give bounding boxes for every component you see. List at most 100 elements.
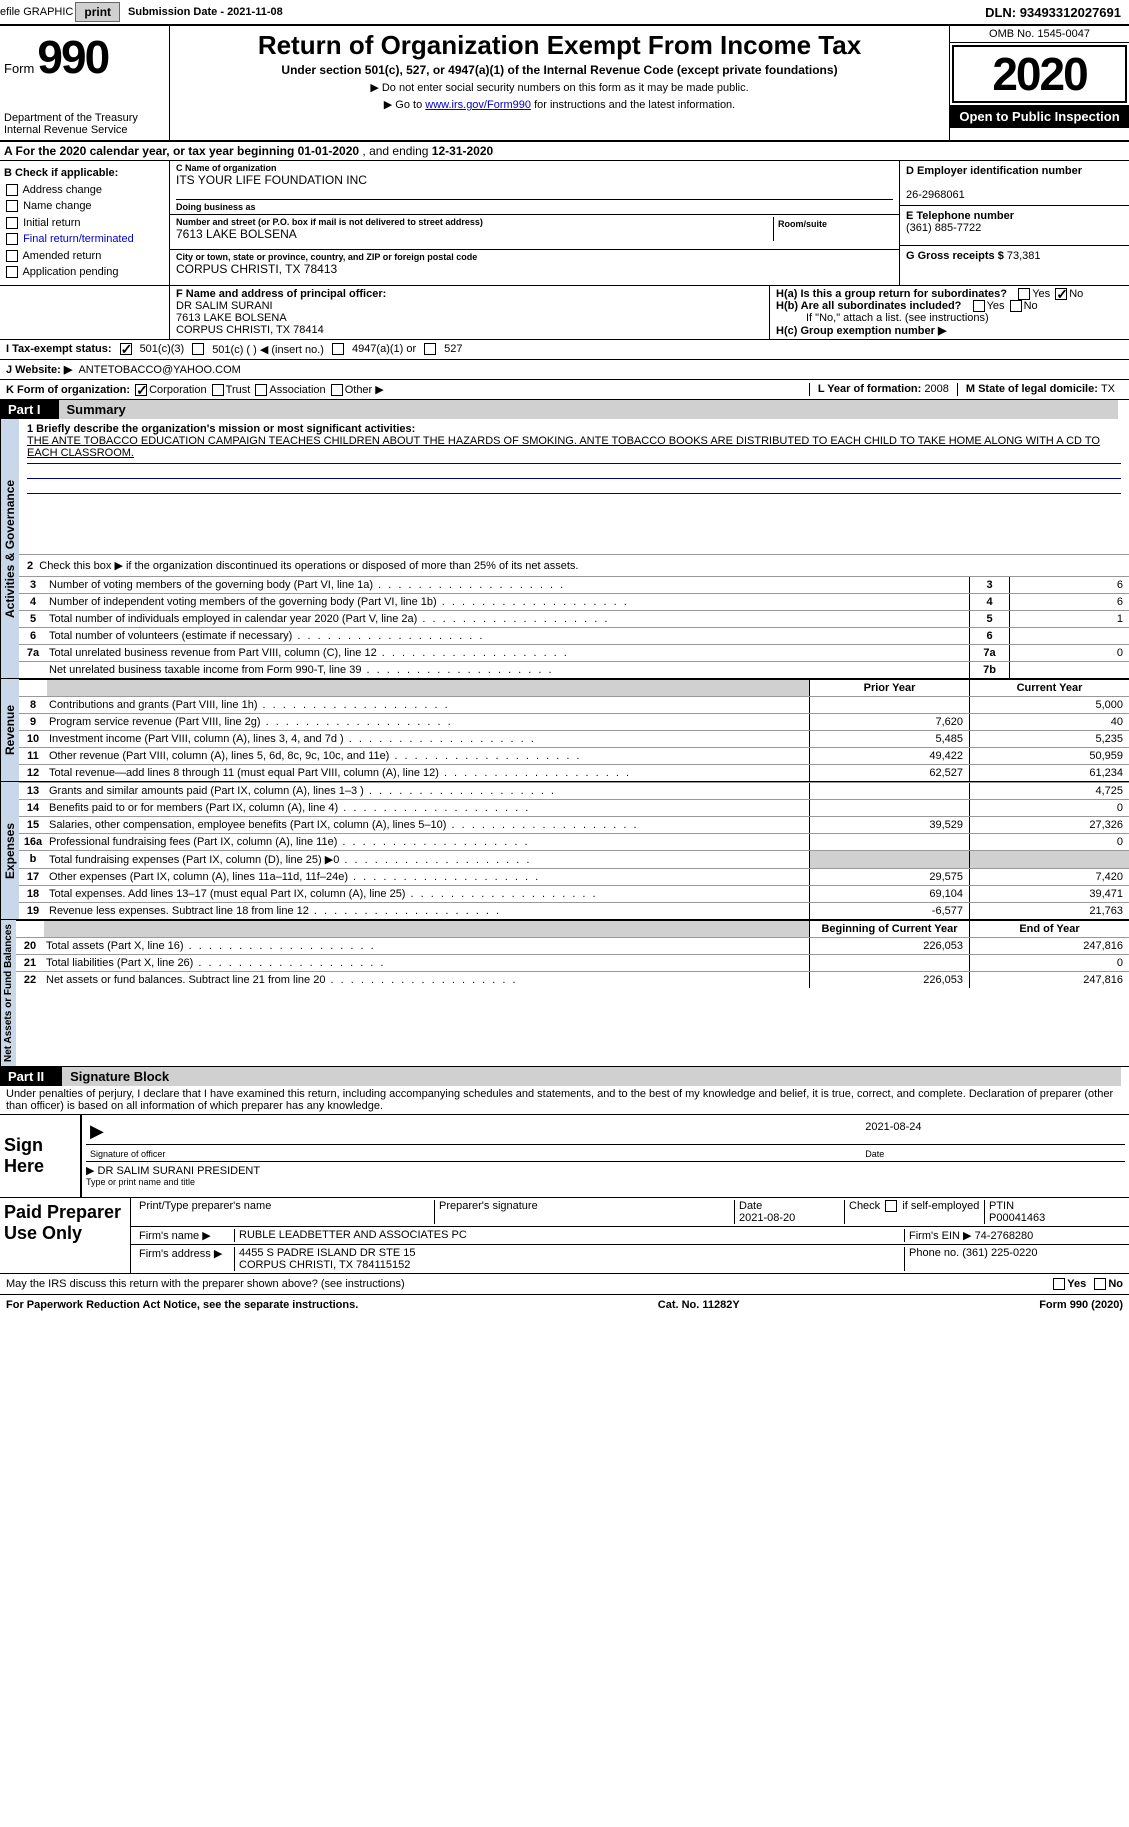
checkbox-ha-yes[interactable] xyxy=(1018,288,1030,300)
firm-name: RUBLE LEADBETTER AND ASSOCIATES PC xyxy=(235,1229,905,1242)
checkbox-4947[interactable] xyxy=(332,343,344,355)
gov-line: 4Number of independent voting members of… xyxy=(19,593,1129,610)
firm-ein: 74-2768280 xyxy=(975,1230,1034,1242)
checkbox-app-pending[interactable] xyxy=(6,266,18,278)
form-note2: ▶ Go to www.irs.gov/Form990 for instruct… xyxy=(178,98,941,111)
net-header: Beginning of Current Year End of Year xyxy=(16,920,1129,937)
form-number: 990 xyxy=(37,31,108,83)
irs-label: Internal Revenue Service xyxy=(4,124,165,136)
section-k: K Form of organization: Corporation Trus… xyxy=(6,383,809,396)
section-j: J Website: ▶ ANTETOBACCO@YAHOO.COM xyxy=(0,360,1129,380)
checkbox-self-employed[interactable] xyxy=(885,1200,897,1212)
org-name-cell: C Name of organization ITS YOUR LIFE FOU… xyxy=(170,161,899,215)
header-center: Return of Organization Exempt From Incom… xyxy=(170,26,949,140)
gross-receipts: 73,381 xyxy=(1007,250,1041,262)
rev-label: Revenue xyxy=(0,679,19,781)
tax-year: 2020 xyxy=(952,45,1127,103)
checkbox-501c3[interactable] xyxy=(120,343,132,355)
fin-line: bTotal fundraising expenses (Part IX, co… xyxy=(19,850,1129,868)
paperwork-notice: For Paperwork Reduction Act Notice, see … xyxy=(6,1299,358,1311)
penalty-statement: Under penalties of perjury, I declare th… xyxy=(0,1086,1129,1115)
checkbox-hb-no[interactable] xyxy=(1010,300,1022,312)
fin-line: 22Net assets or fund balances. Subtract … xyxy=(16,971,1129,988)
header-right: OMB No. 1545-0047 2020 Open to Public In… xyxy=(949,26,1129,140)
part1-header-row: Part ISummary xyxy=(0,400,1129,419)
line2: 2 Check this box ▶ if the organization d… xyxy=(19,554,1129,576)
fin-line: 11Other revenue (Part VIII, column (A), … xyxy=(19,747,1129,764)
form-footer: Form 990 (2020) xyxy=(1039,1299,1123,1311)
part1-title: Summary xyxy=(59,400,1118,419)
section-l: L Year of formation: 2008 xyxy=(809,383,957,396)
checkbox-initial-return[interactable] xyxy=(6,217,18,229)
form-header: Form 990 Department of the Treasury Inte… xyxy=(0,26,1129,142)
firm-name-row: Firm's name ▶ RUBLE LEADBETTER AND ASSOC… xyxy=(131,1227,1129,1245)
firm-addr2: CORPUS CHRISTI, TX 784115152 xyxy=(239,1259,410,1271)
ein: 26-2968061 xyxy=(906,189,965,201)
org-address: 7613 LAKE BOLSENA xyxy=(176,227,773,241)
part2-badge: Part II xyxy=(0,1067,62,1086)
gov-line: 7aTotal unrelated business revenue from … xyxy=(19,644,1129,661)
fin-line: 9Program service revenue (Part VIII, lin… xyxy=(19,713,1129,730)
paid-preparer-label: Paid Preparer Use Only xyxy=(0,1198,130,1273)
checkbox-assoc[interactable] xyxy=(255,384,267,396)
print-button[interactable]: print xyxy=(75,2,120,22)
section-c: C Name of organization ITS YOUR LIFE FOU… xyxy=(170,161,899,285)
checkbox-other[interactable] xyxy=(331,384,343,396)
dln: DLN: 93493312027691 xyxy=(985,5,1129,20)
irs-link[interactable]: www.irs.gov/Form990 xyxy=(425,99,531,111)
checkbox-discuss-yes[interactable] xyxy=(1053,1278,1065,1290)
checkbox-corp[interactable] xyxy=(135,384,147,396)
section-h: H(a) Is this a group return for subordin… xyxy=(769,286,1129,339)
netassets-section: Net Assets or Fund Balances Beginning of… xyxy=(0,920,1129,1067)
checkbox-name-change[interactable] xyxy=(6,200,18,212)
org-city: CORPUS CHRISTI, TX 78413 xyxy=(176,262,893,276)
checkbox-address-change[interactable] xyxy=(6,184,18,196)
city-cell: City or town, state or province, country… xyxy=(170,250,899,284)
paid-preparer-block: Paid Preparer Use Only Print/Type prepar… xyxy=(0,1198,1129,1274)
officer-name: DR SALIM SURANI xyxy=(176,300,273,312)
firm-addr1: 4455 S PADRE ISLAND DR STE 15 xyxy=(239,1247,415,1259)
fin-line: 12Total revenue—add lines 8 through 11 (… xyxy=(19,764,1129,781)
section-d-e-g: D Employer identification number 26-2968… xyxy=(899,161,1129,285)
fin-line: 15Salaries, other compensation, employee… xyxy=(19,816,1129,833)
gov-label: Activities & Governance xyxy=(0,419,19,678)
part2-title: Signature Block xyxy=(62,1067,1121,1086)
section-i: I Tax-exempt status: 501(c)(3) 501(c) ( … xyxy=(0,340,1129,360)
checkbox-501c[interactable] xyxy=(192,343,204,355)
may-discuss-line: May the IRS discuss this return with the… xyxy=(0,1274,1129,1294)
footer-bar: For Paperwork Reduction Act Notice, see … xyxy=(0,1294,1129,1315)
prep-date: 2021-08-20 xyxy=(739,1212,795,1224)
revenue-section: Revenue Prior Year Current Year 8Contrib… xyxy=(0,679,1129,782)
sign-here-block: Sign Here ▶ 2021-08-24 Signature of offi… xyxy=(0,1115,1129,1198)
part1-badge: Part I xyxy=(0,400,59,419)
fin-line: 10Investment income (Part VIII, column (… xyxy=(19,730,1129,747)
checkbox-discuss-no[interactable] xyxy=(1094,1278,1106,1290)
addr-cell: Number and street (or P.O. box if mail i… xyxy=(170,215,899,250)
preparer-header-row: Print/Type preparer's name Preparer's si… xyxy=(131,1198,1129,1227)
checkbox-527[interactable] xyxy=(424,343,436,355)
fin-line: 16aProfessional fundraising fees (Part I… xyxy=(19,833,1129,850)
checkbox-amended[interactable] xyxy=(6,250,18,262)
form-title: Return of Organization Exempt From Incom… xyxy=(178,30,941,61)
fin-line: 20Total assets (Part X, line 16)226,0532… xyxy=(16,937,1129,954)
section-b-header: B Check if applicable: xyxy=(4,167,118,179)
net-label: Net Assets or Fund Balances xyxy=(0,920,16,1066)
section-k-l-m: K Form of organization: Corporation Trus… xyxy=(0,380,1129,400)
expenses-section: Expenses 13Grants and similar amounts pa… xyxy=(0,782,1129,920)
gov-line: 5Total number of individuals employed in… xyxy=(19,610,1129,627)
entity-block: B Check if applicable: Address change Na… xyxy=(0,161,1129,286)
form-subtitle: Under section 501(c), 527, or 4947(a)(1)… xyxy=(178,63,941,77)
submission-date: Submission Date - 2021-11-08 xyxy=(122,4,289,20)
signature-field[interactable]: ▶ xyxy=(86,1119,861,1144)
checkbox-ha-no[interactable] xyxy=(1055,288,1067,300)
rev-header: Prior Year Current Year xyxy=(19,679,1129,696)
fin-line: 18Total expenses. Add lines 13–17 (must … xyxy=(19,885,1129,902)
checkbox-final-return[interactable] xyxy=(6,233,18,245)
checkbox-trust[interactable] xyxy=(212,384,224,396)
omb-number: OMB No. 1545-0047 xyxy=(950,26,1129,43)
fin-line: 13Grants and similar amounts paid (Part … xyxy=(19,782,1129,799)
cat-no: Cat. No. 11282Y xyxy=(658,1299,740,1311)
checkbox-hb-yes[interactable] xyxy=(973,300,985,312)
header-left: Form 990 Department of the Treasury Inte… xyxy=(0,26,170,140)
section-d: D Employer identification number 26-2968… xyxy=(900,161,1129,206)
